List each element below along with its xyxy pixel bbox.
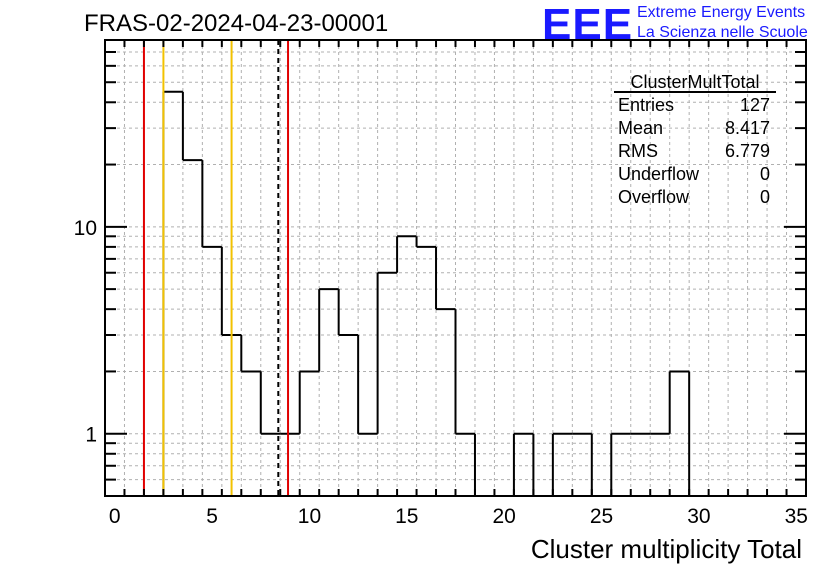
- reference-lines: [142, 40, 290, 496]
- stats-box-title: ClusterMultTotal: [630, 72, 759, 92]
- logo-caption-line1: Extreme Energy Events: [637, 4, 806, 21]
- logo-caption: Extreme Energy Events La Scienza nelle S…: [637, 3, 808, 43]
- x-tick-label: 35: [785, 505, 808, 528]
- stats-label-overflow: Overflow: [618, 187, 690, 207]
- x-tick-label: 20: [493, 505, 516, 528]
- stats-value-entries: 127: [740, 95, 770, 115]
- x-tick-label: 30: [687, 505, 710, 528]
- x-axis-label: Cluster multiplicity Total: [530, 534, 802, 564]
- y-tick-label: 10: [74, 217, 97, 240]
- stats-box: ClusterMultTotal Entries 127 Mean 8.417 RMS 6.…: [614, 72, 776, 207]
- x-tick-label: 25: [590, 505, 613, 528]
- y-tick-label: 1: [85, 424, 97, 447]
- x-tick-label: 15: [395, 505, 418, 528]
- stats-label-mean: Mean: [618, 118, 663, 138]
- stats-value-underflow: 0: [760, 164, 770, 184]
- stats-label-rms: RMS: [618, 141, 658, 161]
- x-tick-label: 0: [109, 505, 121, 528]
- stats-value-rms: 6.779: [725, 141, 770, 161]
- x-tick-label: 10: [298, 505, 321, 528]
- histogram: [162, 90, 691, 496]
- logo-caption-line2: La Scienza nelle Scuole: [637, 24, 808, 41]
- stats-value-mean: 8.417: [725, 118, 770, 138]
- stats-label-underflow: Underflow: [618, 164, 700, 184]
- stats-value-overflow: 0: [760, 187, 770, 207]
- axis-ticks: 0 5 10 15 20 25 30 35 1 10: [74, 39, 808, 528]
- stats-label-entries: Entries: [618, 95, 674, 115]
- x-tick-label: 5: [206, 505, 218, 528]
- plot-title: FRAS-02-2024-04-23-00001: [84, 10, 389, 37]
